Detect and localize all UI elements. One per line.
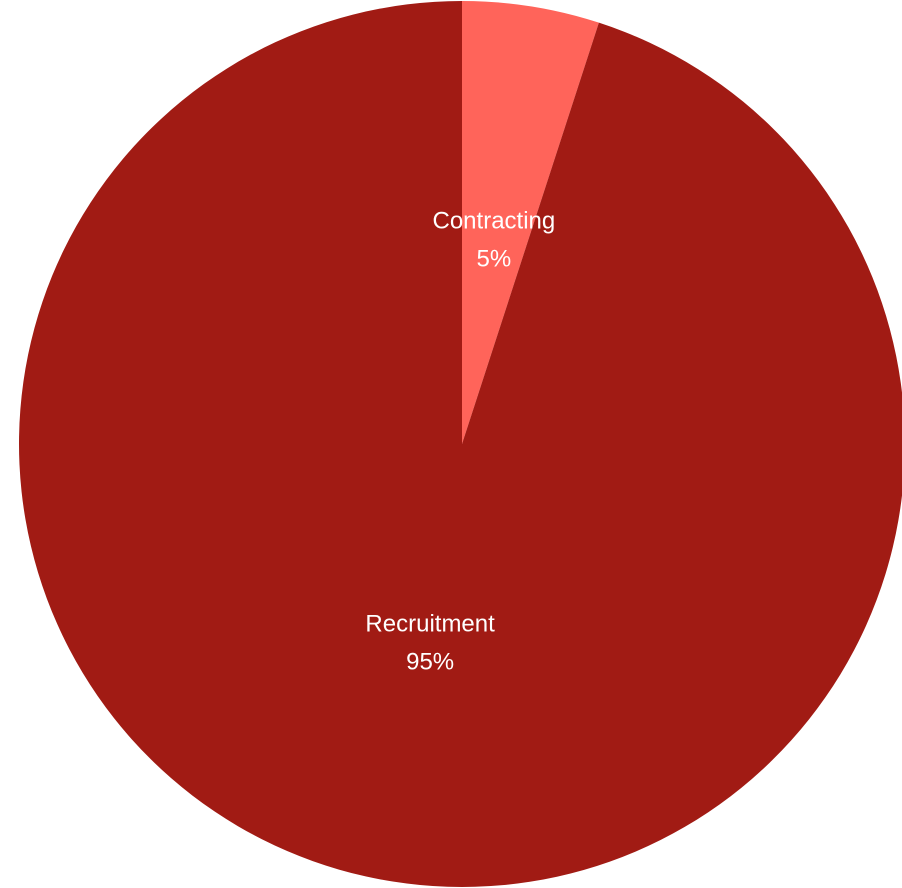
slice-label-contracting: Contracting: [433, 208, 556, 235]
pie-labels: Contracting 5% Recruitment 95%: [365, 208, 555, 676]
pie-slices: [19, 1, 902, 887]
pie-slice-recruitment: [19, 1, 902, 887]
slice-percent-contracting: 5%: [477, 246, 512, 273]
slice-label-recruitment: Recruitment: [365, 610, 495, 637]
pie-slice-contracting: [462, 1, 599, 444]
slice-percent-recruitment: 95%: [406, 648, 454, 675]
